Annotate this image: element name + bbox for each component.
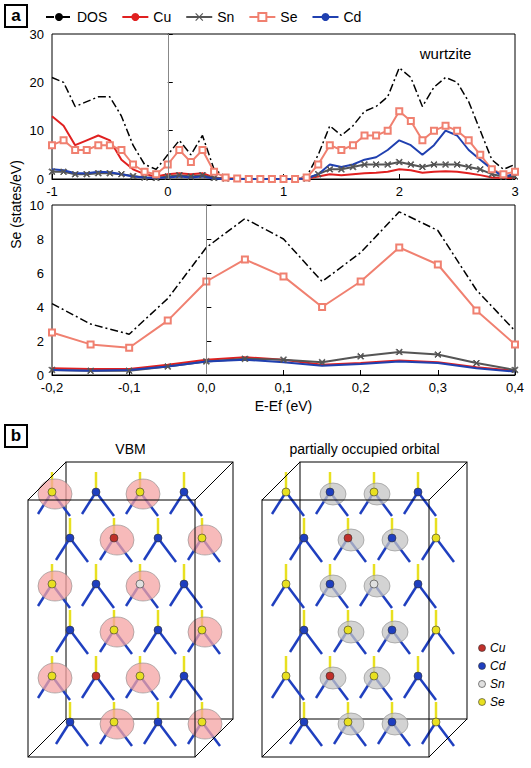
svg-text:0,1: 0,1 xyxy=(274,380,292,395)
svg-text:20: 20 xyxy=(30,75,44,90)
svg-text:3: 3 xyxy=(511,184,518,199)
svg-text:partially occupied orbital: partially occupied orbital xyxy=(289,441,439,457)
svg-text:8: 8 xyxy=(37,232,44,247)
html-text:a: a xyxy=(11,6,21,25)
svg-text:0,0: 0,0 xyxy=(197,380,215,395)
svg-text:0: 0 xyxy=(36,367,44,383)
svg-text:10: 10 xyxy=(30,123,44,138)
svg-text:Cd: Cd xyxy=(490,659,506,673)
svg-text:Se: Se xyxy=(280,9,297,25)
svg-text:E-Ef (eV): E-Ef (eV) xyxy=(255,398,313,414)
svg-text:1: 1 xyxy=(280,184,287,199)
svg-text:Cu: Cu xyxy=(490,641,506,655)
svg-text:0,2: 0,2 xyxy=(352,380,370,395)
svg-text:Sn: Sn xyxy=(490,677,505,691)
svg-text:0: 0 xyxy=(37,172,44,187)
svg-text:-0,2: -0,2 xyxy=(41,380,63,395)
svg-text:10: 10 xyxy=(30,198,44,213)
svg-text:0,4: 0,4 xyxy=(506,380,524,395)
svg-text:4: 4 xyxy=(37,300,44,315)
svg-text:-0,1: -0,1 xyxy=(118,380,140,395)
html-text:b: b xyxy=(10,426,22,445)
svg-text:Cu: Cu xyxy=(153,9,171,25)
svg-text:wurtzite: wurtzite xyxy=(419,45,472,62)
svg-text:DOS: DOS xyxy=(77,9,107,25)
svg-text:-1: -1 xyxy=(46,184,58,199)
svg-text:Sn: Sn xyxy=(217,9,234,25)
svg-text:0: 0 xyxy=(164,184,171,199)
svg-text:Cd: Cd xyxy=(343,9,361,25)
svg-text:6: 6 xyxy=(37,266,44,281)
svg-text:30: 30 xyxy=(30,27,44,42)
svg-text:2: 2 xyxy=(37,334,44,349)
svg-text:2: 2 xyxy=(396,184,403,199)
svg-text:0,3: 0,3 xyxy=(429,380,447,395)
svg-text:VBM: VBM xyxy=(115,441,145,457)
svg-text:Se: Se xyxy=(490,695,505,709)
svg-text:Se (states/eV): Se (states/eV) xyxy=(8,160,24,249)
